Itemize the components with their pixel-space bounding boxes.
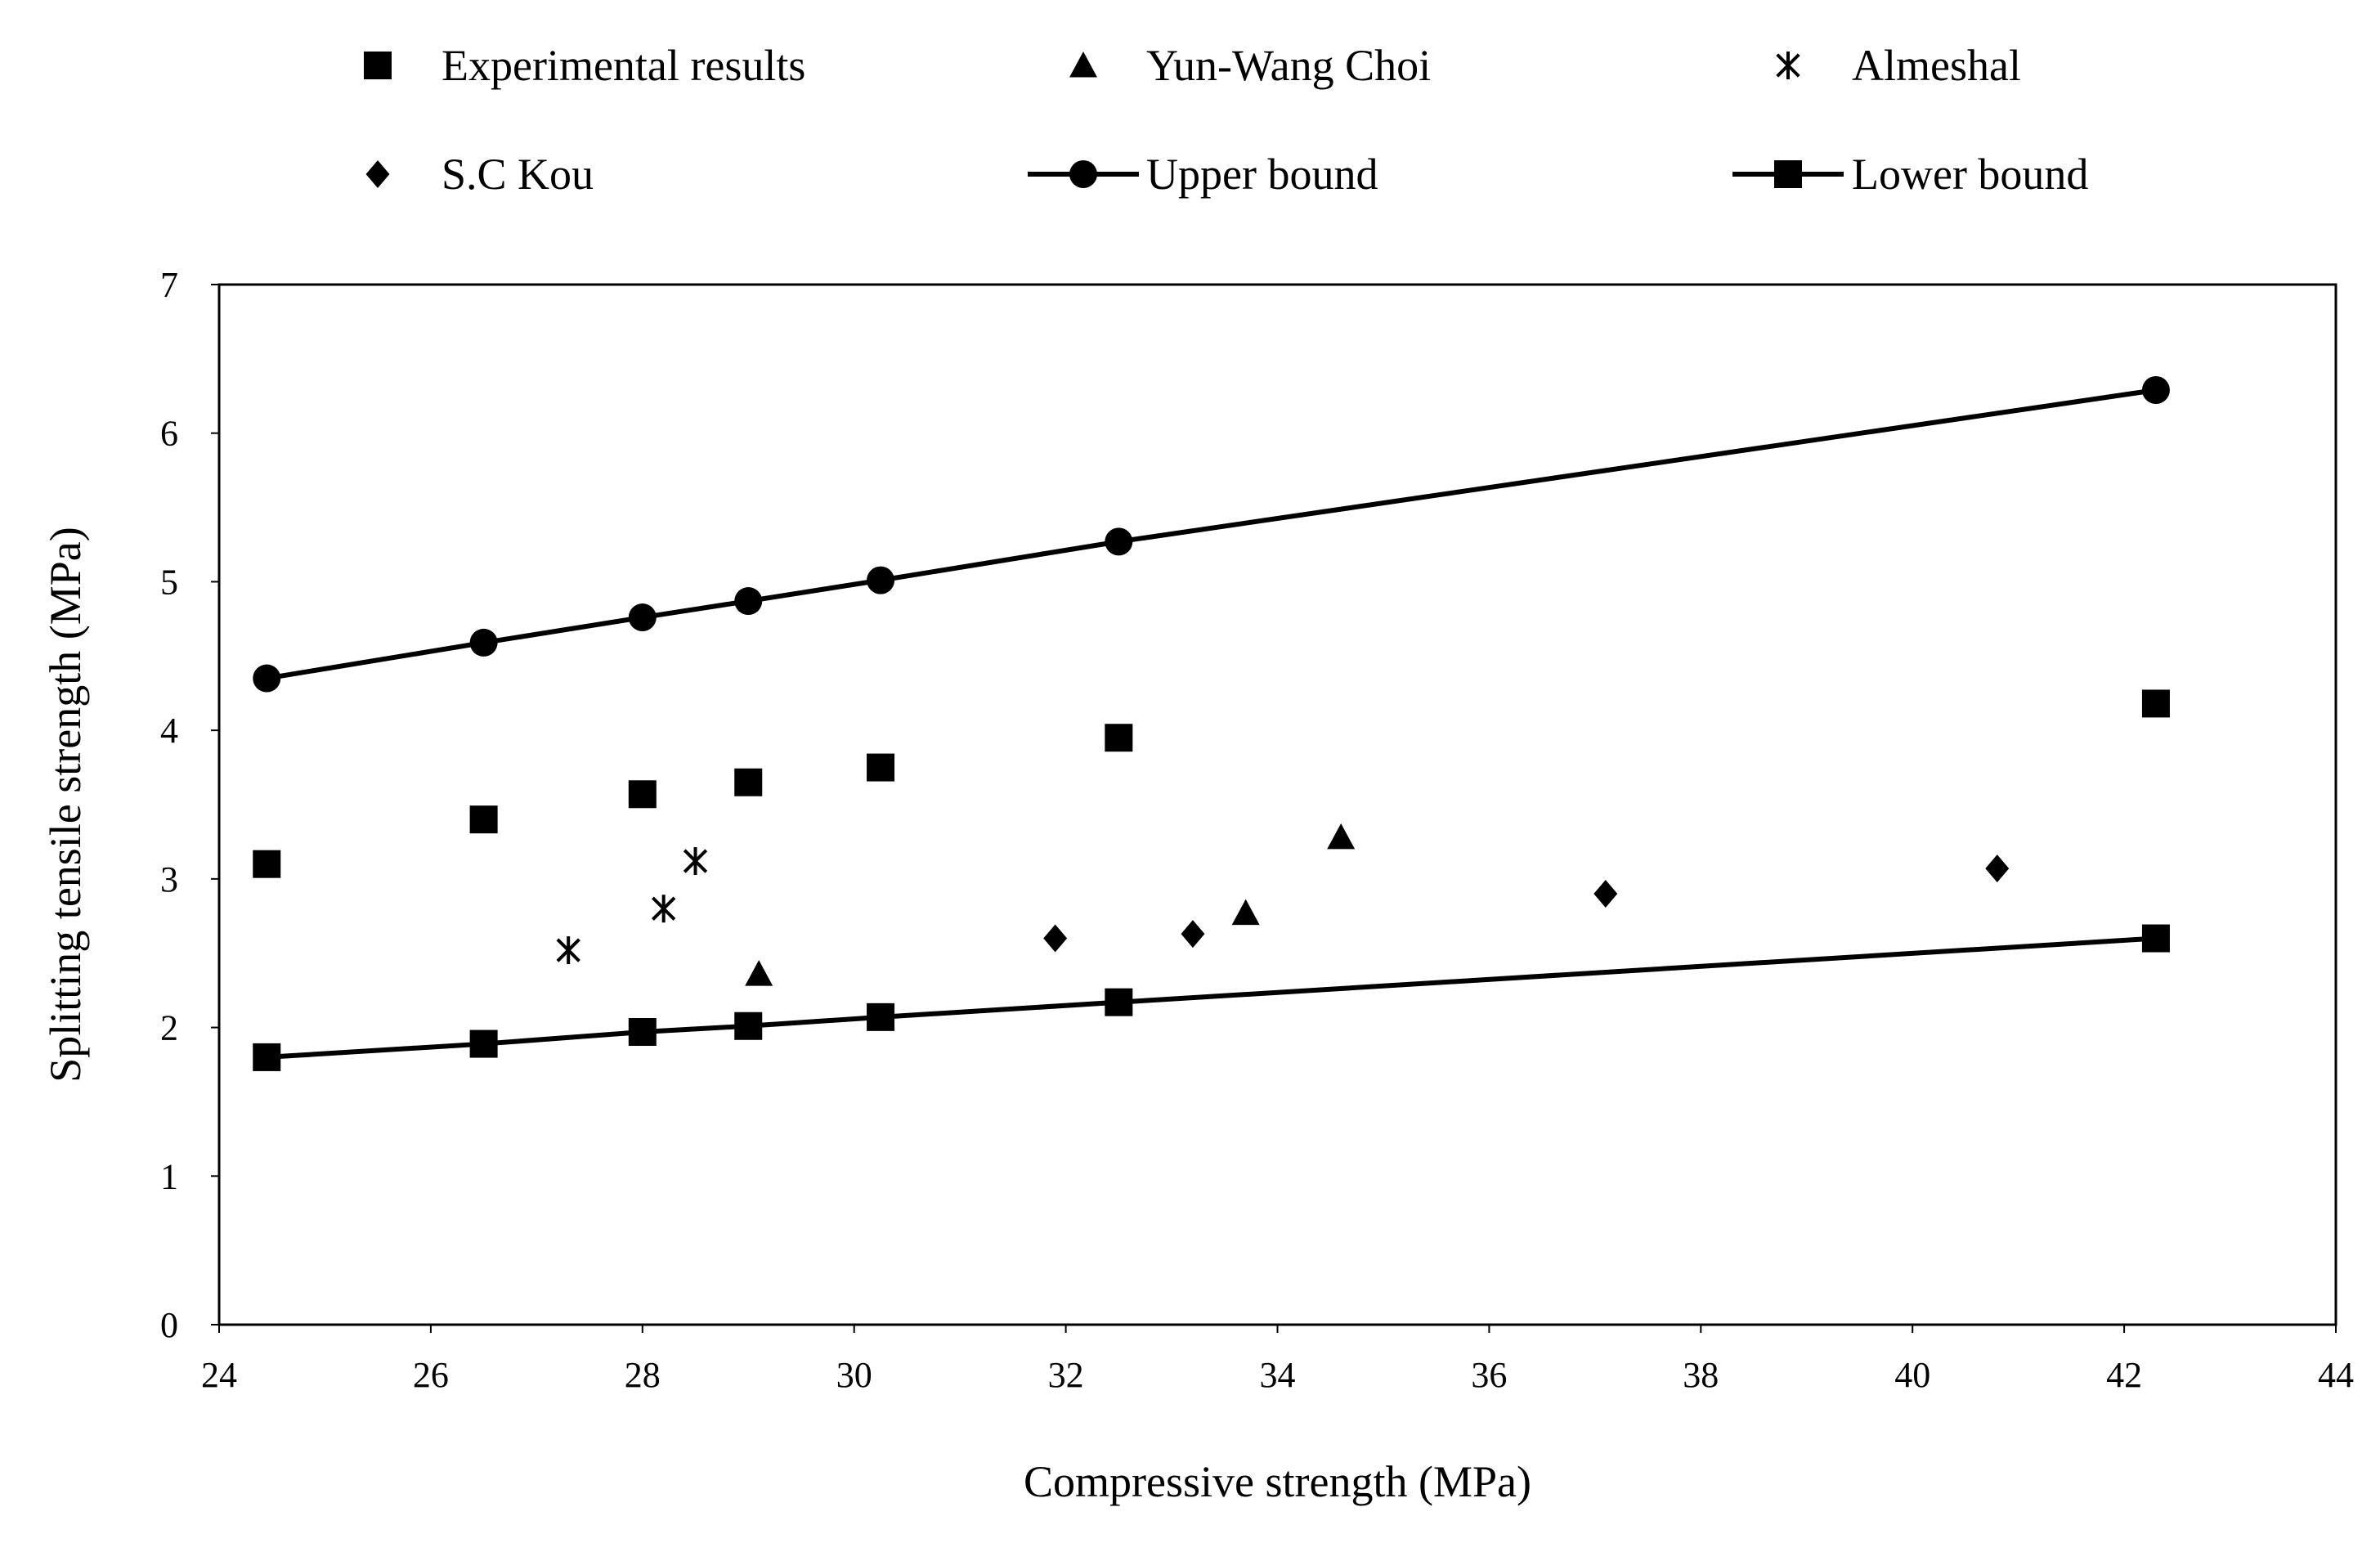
data-point-upper-bound (1105, 527, 1133, 556)
legend-label: Almeshal (1852, 41, 2021, 90)
asterisk-stroke (683, 849, 708, 873)
legend-marker (364, 52, 392, 79)
legend-item-experimental-results: Experimental results (364, 41, 805, 90)
legend-label: Lower bound (1852, 150, 2088, 199)
legend-label: Yun-Wang Choi (1146, 41, 1431, 90)
legend-marker (1774, 160, 1802, 188)
series-lower-bound (253, 924, 2170, 1071)
data-point-experimental-results (469, 805, 498, 834)
asterisk-stroke (652, 896, 676, 921)
x-tick-label: 40 (1894, 1355, 1930, 1395)
y-tick-label: 7 (160, 265, 178, 305)
data-point-yun-wang-choi (1231, 899, 1260, 926)
data-point-yun-wang-choi (745, 960, 773, 986)
x-tick-label: 26 (413, 1355, 449, 1395)
data-point-almeshal (556, 936, 580, 965)
data-point-experimental-results (628, 780, 657, 809)
data-point-s-c-kou (1985, 854, 2010, 883)
y-tick-label: 2 (160, 1008, 178, 1048)
series-almeshal (556, 847, 708, 965)
data-point-lower-bound (2141, 924, 2170, 953)
data-point-lower-bound (253, 1043, 281, 1071)
x-tick-label: 36 (1471, 1355, 1507, 1395)
legend-item-upper-bound: Upper bound (1028, 150, 1378, 199)
legend-item-almeshal: Almeshal (1776, 41, 2021, 90)
data-point-experimental-results (253, 850, 281, 878)
legend-item-yun-wang-choi: Yun-Wang Choi (1069, 41, 1431, 90)
data-point-lower-bound (734, 1011, 763, 1040)
y-tick-label: 1 (160, 1156, 178, 1196)
y-tick-label: 4 (160, 711, 178, 751)
asterisk-stroke (1776, 53, 1800, 78)
y-tick-label: 3 (160, 859, 178, 899)
data-point-upper-bound (628, 603, 657, 632)
legend-marker (1776, 52, 1800, 79)
data-point-lower-bound (1105, 988, 1133, 1016)
data-point-s-c-kou (1593, 880, 1618, 908)
data-point-almeshal (683, 847, 708, 876)
y-tick-label: 0 (160, 1305, 178, 1345)
series-s-c-kou (1043, 854, 2010, 953)
data-point-lower-bound (867, 1003, 895, 1031)
x-tick-label: 28 (625, 1355, 661, 1395)
x-tick-label: 24 (201, 1355, 237, 1395)
data-point-yun-wang-choi (1327, 823, 1356, 850)
x-tick-label: 32 (1048, 1355, 1084, 1395)
legend-label: S.C Kou (441, 150, 594, 199)
data-point-experimental-results (734, 768, 763, 796)
x-tick-label: 30 (836, 1355, 872, 1395)
legend: Experimental results Yun-Wang Choi Almesha… (364, 41, 2088, 199)
data-point-upper-bound (734, 587, 763, 616)
legend-marker (365, 160, 390, 188)
legend-label: Upper bound (1146, 150, 1378, 199)
x-tick-label: 42 (2106, 1355, 2142, 1395)
data-point-lower-bound (628, 1018, 657, 1047)
x-tick-label: 44 (2318, 1355, 2354, 1395)
data-point-lower-bound (469, 1029, 498, 1058)
y-tick-label: 5 (160, 562, 178, 602)
asterisk-stroke (556, 938, 580, 962)
legend-item-s-c-kou: S.C Kou (365, 150, 594, 199)
data-point-upper-bound (469, 628, 498, 657)
x-tick-label: 38 (1683, 1355, 1719, 1395)
data-point-s-c-kou (1181, 920, 1205, 949)
data-point-experimental-results (2141, 689, 2170, 718)
data-point-experimental-results (1105, 724, 1133, 752)
series-upper-bound (253, 376, 2170, 693)
data-point-s-c-kou (1043, 924, 1068, 953)
legend-marker (1069, 160, 1097, 188)
x-axis-label: Compressive strength (MPa) (1024, 1457, 1531, 1506)
data-point-upper-bound (253, 664, 281, 693)
legend-marker (1069, 52, 1097, 78)
data-point-upper-bound (2141, 376, 2170, 405)
series-yun-wang-choi (745, 823, 1356, 986)
series-experimental-results (253, 689, 2170, 878)
data-point-upper-bound (867, 566, 895, 594)
legend-item-lower-bound: Lower bound (1732, 150, 2088, 199)
x-tick-label: 34 (1260, 1355, 1296, 1395)
y-axis-label: Splitting tensile strength (MPa) (41, 527, 90, 1082)
data-point-experimental-results (867, 753, 895, 782)
y-tick-label: 6 (160, 414, 178, 454)
legend-label: Experimental results (441, 41, 805, 90)
data-point-almeshal (652, 895, 676, 923)
series-layer (253, 376, 2170, 1071)
